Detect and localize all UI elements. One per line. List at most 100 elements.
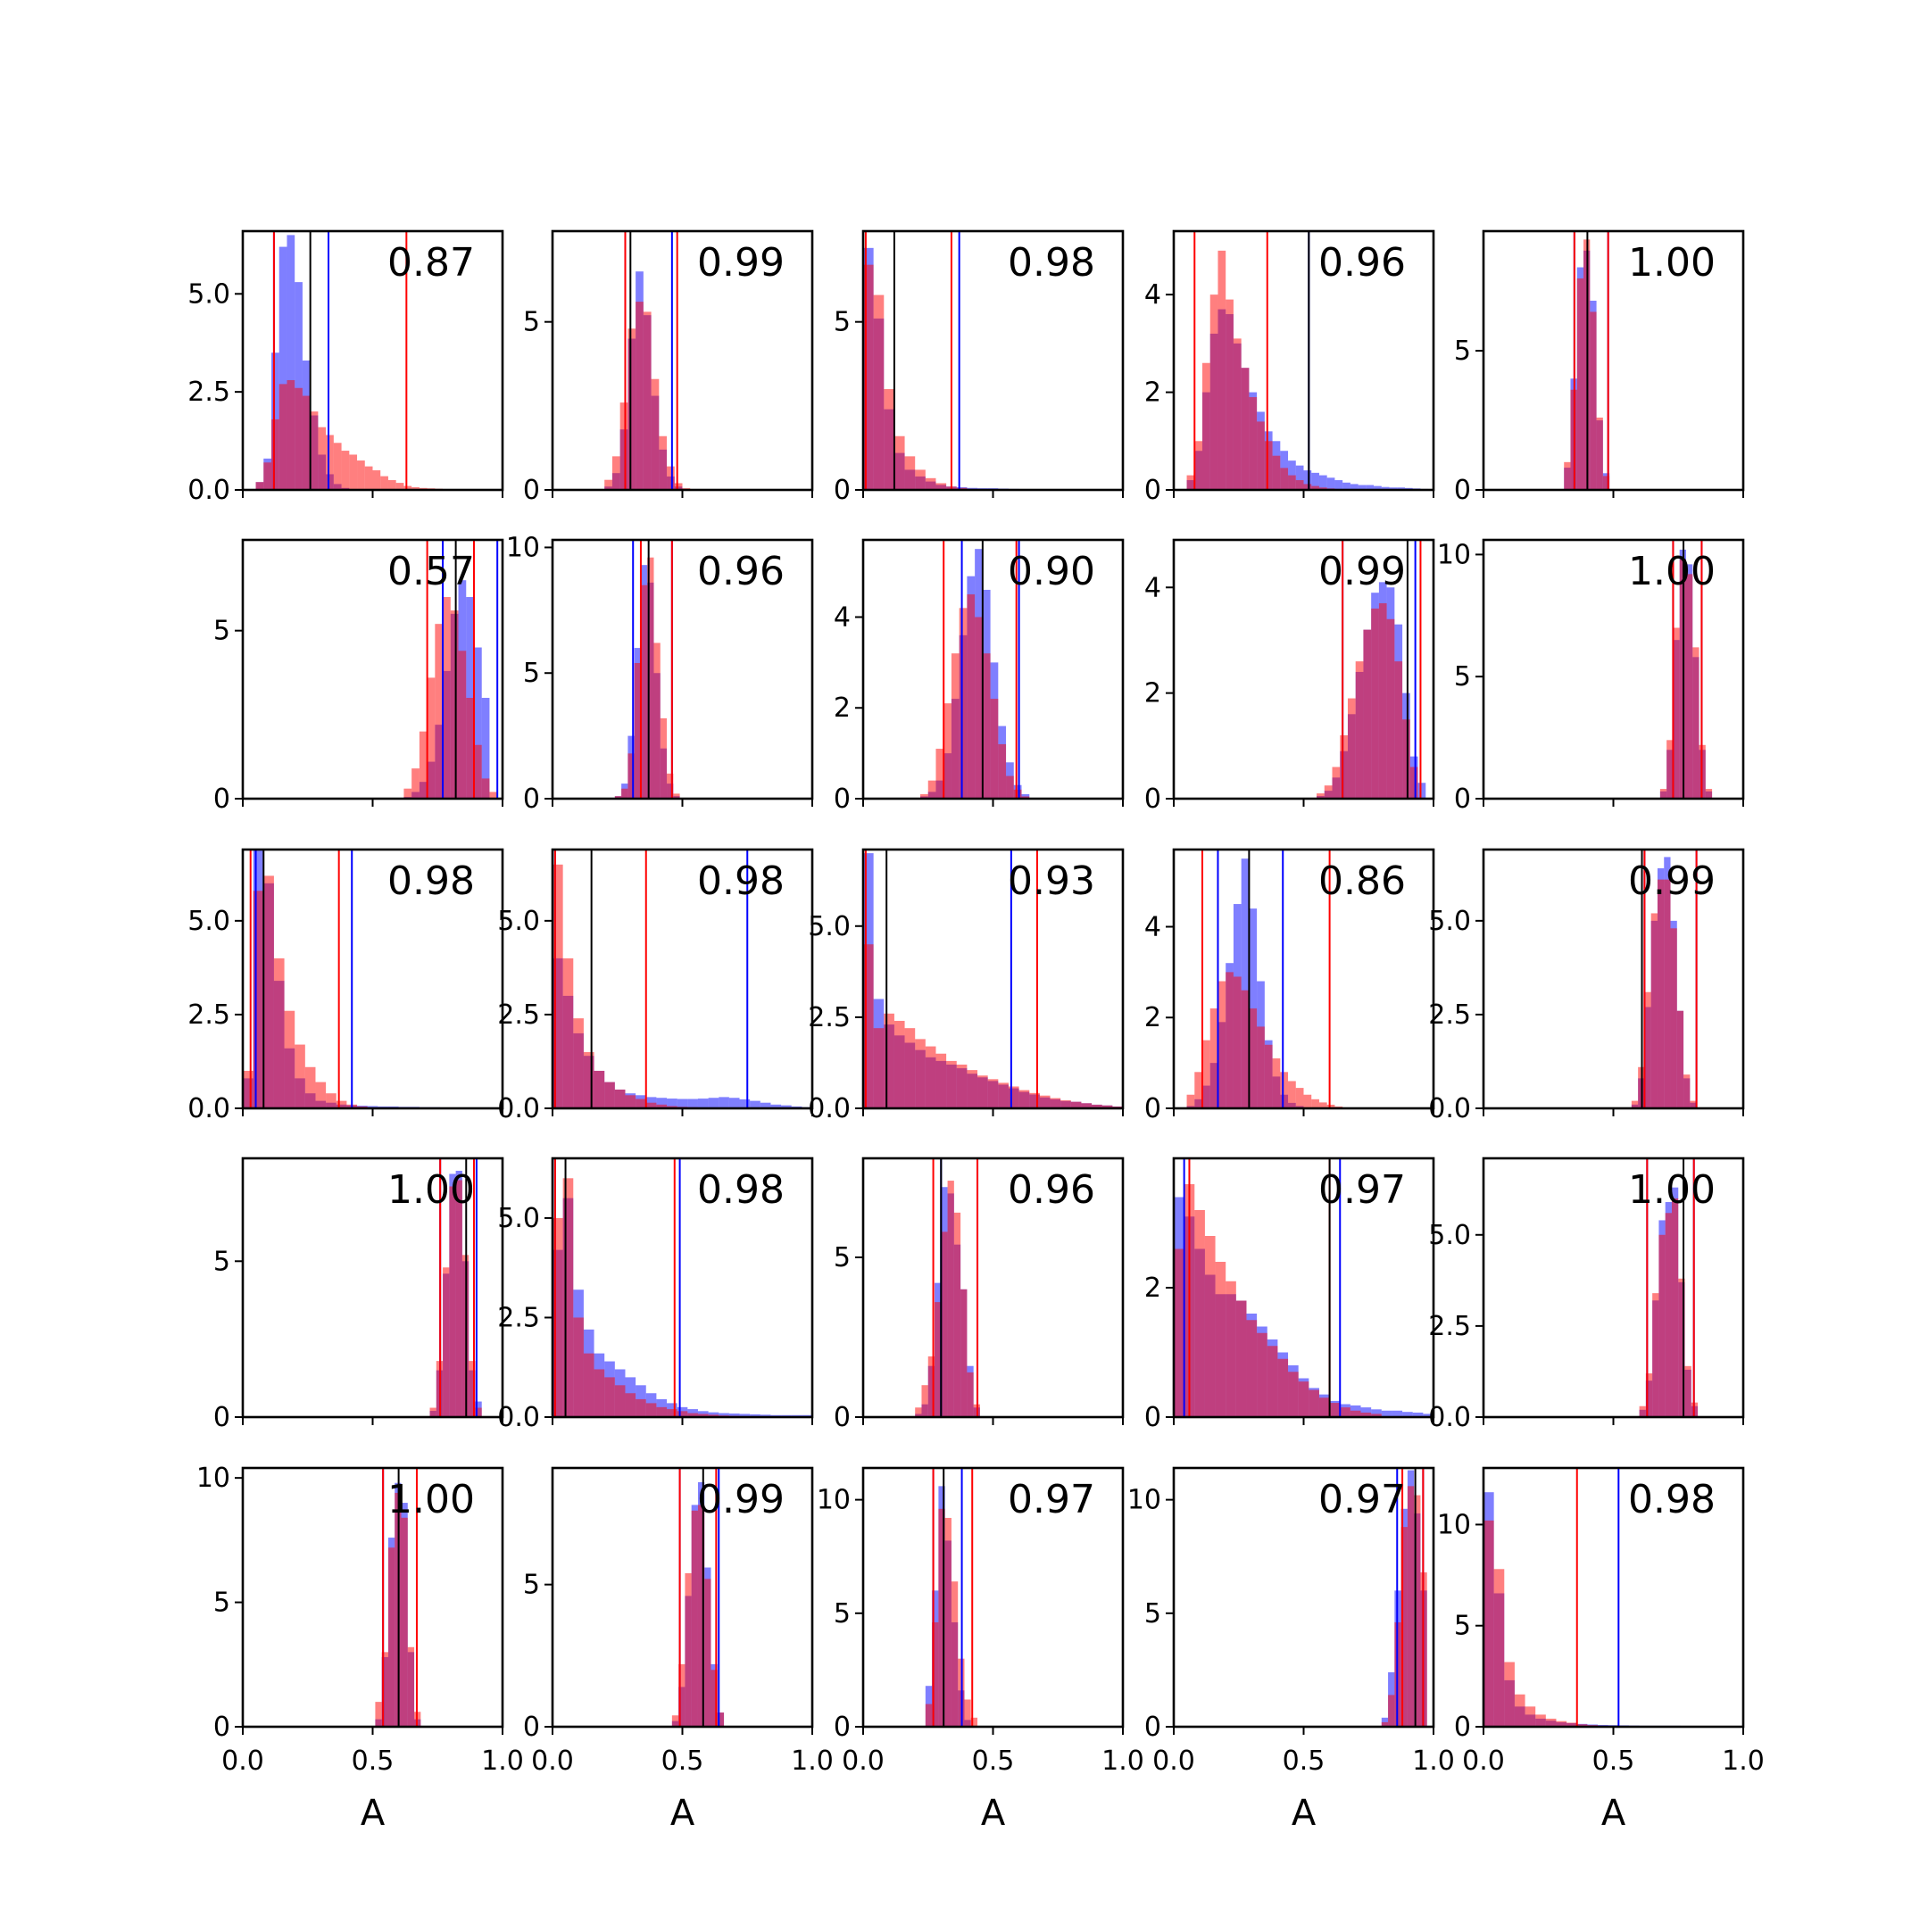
red-histogram-bar [1194,1072,1202,1108]
y-tick-label: 2.5 [497,1302,540,1333]
red-histogram-bar [1280,1072,1288,1108]
panel-r1-c0: 050.57 [213,540,503,815]
red-histogram-bar [456,1180,462,1417]
y-tick-label: 4 [1144,279,1161,311]
red-histogram-bar [1249,1008,1257,1108]
red-histogram-bar [926,1704,932,1727]
panel-corner-value: 0.99 [697,1477,785,1522]
red-histogram-bar [1340,1407,1350,1417]
red-histogram-bar [388,480,396,490]
red-histogram-bar [988,1079,999,1108]
red-histogram-bar [1257,1333,1267,1417]
red-histogram-bar [935,1302,941,1417]
red-histogram-bar [983,653,991,799]
y-tick-label: 5 [523,307,540,338]
y-tick-label: 10 [1437,539,1471,570]
panel-corner-value: 0.98 [697,1167,785,1213]
x-axis-label: A [1601,1793,1626,1834]
red-histogram-bar [1296,480,1304,490]
red-histogram-bar [375,1702,381,1727]
red-histogram-bar [948,1181,954,1417]
red-histogram-bar [635,663,641,799]
red-histogram-bar [420,732,428,799]
red-histogram-bar [1348,699,1356,799]
y-tick-label: 5 [834,1598,851,1629]
red-histogram-bar [1202,363,1210,490]
red-histogram-bar [659,436,667,490]
panel-corner-value: 1.00 [1628,549,1716,594]
red-histogram-bar [704,1579,711,1727]
red-histogram-bar [253,891,264,1108]
red-histogram-bar [435,624,443,799]
red-histogram-bar [263,462,271,490]
red-histogram-bar [443,597,451,799]
red-histogram-bar [1546,1719,1557,1727]
y-tick-label: 5 [834,1242,851,1273]
red-histogram-bar [667,467,675,490]
red-histogram-bar [1319,1397,1330,1417]
red-histogram-bar [318,427,326,490]
blue-histogram-bar [1327,477,1335,490]
x-tick-label: 0.0 [221,1745,264,1777]
red-histogram-bar [482,778,490,799]
panel-r3-c1: 0.02.55.00.98 [497,1158,812,1433]
y-tick-label: 0.0 [187,475,230,506]
y-tick-label: 2 [834,692,851,724]
red-histogram-bar [615,1090,626,1108]
red-histogram-bar [1311,1099,1319,1108]
y-tick-label: 0 [834,1712,851,1743]
panel-corner-value: 0.96 [697,549,785,594]
red-histogram-bar [1040,1096,1051,1108]
red-histogram-bar [1658,1235,1665,1417]
y-tick-label: 5 [1454,1611,1471,1642]
red-histogram-bar [1051,1099,1061,1108]
y-tick-label: 5 [523,1570,540,1601]
y-tick-label: 5.0 [1428,906,1471,937]
red-histogram-bar [1288,476,1296,490]
red-histogram-bar [1525,1706,1536,1727]
panel-r2-c0: 0.02.55.00.98 [187,850,503,1124]
red-histogram-bar [1217,982,1226,1108]
red-histogram-bar [1205,1236,1216,1417]
red-histogram-bar [326,435,334,490]
y-tick-label: 5 [1454,336,1471,367]
red-histogram-bar [672,1715,678,1727]
x-axis-label: A [981,1793,1006,1834]
red-histogram-bar [1226,1281,1236,1417]
red-histogram-bar [1483,1521,1494,1727]
red-histogram-bar [653,643,660,799]
red-histogram-bar [1006,776,1014,799]
red-histogram-bar [1388,1695,1394,1727]
red-histogram-bar [1246,1320,1257,1417]
y-tick-label: 2.5 [1428,1311,1471,1342]
red-histogram-bar [625,1095,636,1108]
panel-corner-value: 1.00 [387,1477,475,1522]
red-histogram-bar [1019,1090,1030,1108]
x-tick-label: 0.5 [1283,1745,1326,1777]
red-histogram-bar [941,1231,947,1417]
red-histogram-bar [1267,1346,1278,1417]
red-histogram-bar [311,411,319,490]
x-axis-label: A [670,1793,695,1834]
red-histogram-bar [646,1403,657,1417]
red-histogram-bar [428,677,436,799]
panel-corner-value: 0.57 [387,549,475,594]
panel-corner-value: 0.97 [1008,1477,1095,1522]
y-tick-label: 5.0 [497,906,540,937]
red-histogram-bar [1644,992,1650,1108]
red-histogram-bar [1564,462,1570,490]
red-histogram-bar [1202,1041,1210,1108]
y-tick-label: 0 [1144,1402,1161,1433]
panel-corner-value: 0.98 [1008,240,1095,286]
x-axis-label: A [1292,1793,1317,1834]
panel-corner-value: 0.98 [697,858,785,904]
panel-corner-value: 0.87 [387,240,475,286]
panel-r0-c2: 050.98 [834,231,1123,506]
y-tick-label: 0 [834,784,851,815]
y-tick-label: 5 [834,307,851,338]
blue-histogram-bar [719,1097,729,1108]
